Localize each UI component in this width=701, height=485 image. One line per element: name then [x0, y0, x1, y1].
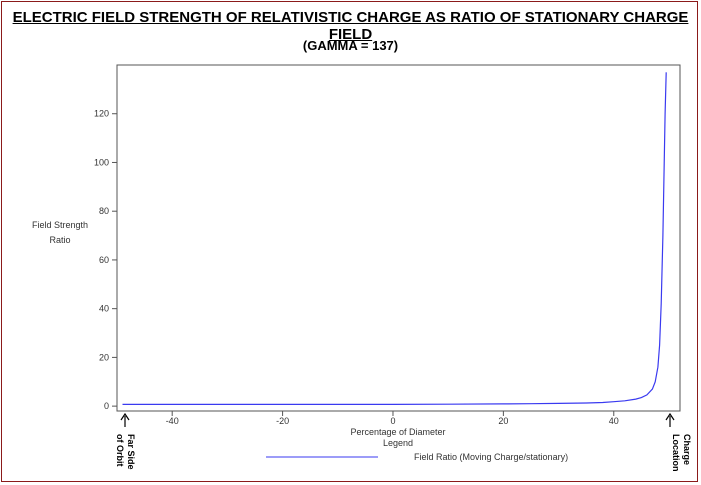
x-tick-label: -40	[166, 416, 179, 426]
far-side-label-line-2: of Orbit	[115, 434, 125, 467]
chart-title: ELECTRIC FIELD STRENGTH OF RELATIVISTIC …	[12, 9, 689, 43]
y-tick-label: 120	[94, 109, 109, 119]
x-axis: -40 -20 0 20 40	[166, 411, 619, 426]
charge-location-arrowhead-icon	[665, 412, 675, 421]
y-axis: 0 20 40 60 80 100 120	[94, 109, 117, 411]
legend-title: Legend	[383, 438, 413, 448]
y-tick-label: 0	[104, 401, 109, 411]
chart-subtitle: (GAMMA = 137)	[302, 38, 399, 53]
y-tick-label: 40	[99, 304, 109, 314]
plot-area	[116, 64, 681, 412]
y-tick-label: 100	[94, 157, 109, 167]
y-tick-label: 20	[99, 352, 109, 362]
y-tick-label: 80	[99, 206, 109, 216]
far-side-arrowhead-icon	[120, 412, 130, 421]
x-axis-label: Percentage of Diameter	[350, 427, 445, 437]
charge-location-annotation: Charge Location	[665, 412, 692, 472]
y-axis-label-line-2: Ratio	[49, 235, 70, 245]
x-tick-label: 20	[498, 416, 508, 426]
y-tick-label: 60	[99, 255, 109, 265]
charge-location-label-line-1: Charge	[682, 434, 692, 465]
series-line-field-ratio	[122, 72, 667, 405]
x-tick-label: -20	[276, 416, 289, 426]
far-side-annotation: Far Side of Orbit	[115, 412, 136, 470]
x-tick-label: 0	[390, 416, 395, 426]
x-tick-label: 40	[609, 416, 619, 426]
y-axis-label-line-1: Field Strength	[32, 220, 88, 230]
charge-location-label-line-2: Location	[671, 434, 681, 472]
far-side-label-line-1: Far Side	[126, 434, 136, 470]
legend-entry-label: Field Ratio (Moving Charge/stationary)	[414, 452, 568, 462]
